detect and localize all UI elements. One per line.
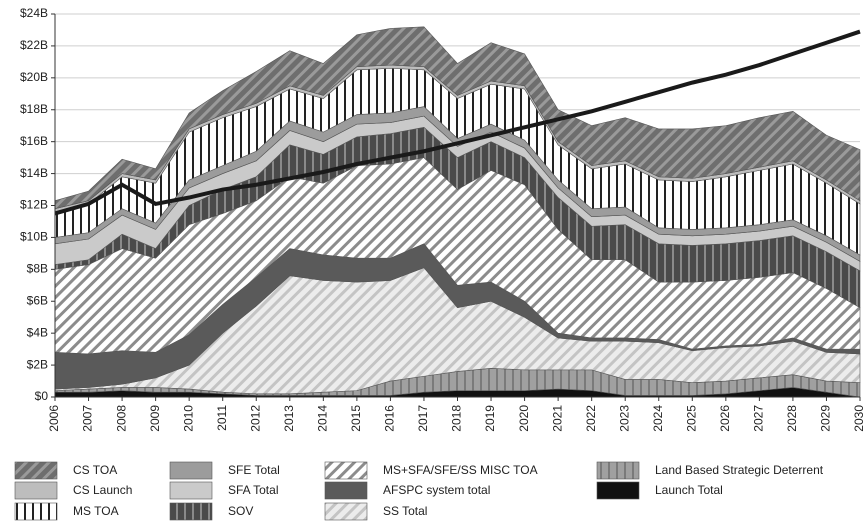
legend-swatch (14, 481, 58, 500)
area (54, 26, 861, 210)
legend-label: AFSPC system total (383, 483, 490, 497)
legend-swatch (169, 481, 213, 500)
y-tick-label: $8B (27, 262, 48, 276)
x-tick-label: 2015 (349, 405, 363, 432)
x-tick-label: 2006 (47, 405, 61, 432)
x-tick-label: 2018 (450, 405, 464, 432)
legend-label: CS TOA (73, 463, 117, 477)
legend-label: SFA Total (228, 483, 278, 497)
y-tick-label: $6B (27, 293, 48, 307)
legend-label: SS Total (383, 504, 427, 518)
y-tick-label: $2B (27, 357, 48, 371)
x-tick-label: 2017 (416, 405, 430, 432)
x-tick-label: 2025 (684, 405, 698, 432)
y-tick-label: $10B (20, 230, 48, 244)
x-tick-label: 2028 (785, 405, 799, 432)
y-tick-label: $0 (35, 389, 49, 403)
x-tick-label: 2024 (651, 405, 665, 432)
x-tick-label: 2013 (282, 405, 296, 432)
x-tick-label: 2007 (81, 405, 95, 432)
legend-swatch (596, 481, 640, 500)
legend-label: SFE Total (228, 463, 280, 477)
y-tick-label: $24B (20, 6, 48, 20)
x-tick-label: 2014 (316, 405, 330, 432)
legend-swatch (14, 461, 58, 480)
y-tick-label: $18B (20, 102, 48, 116)
legend-label: Land Based Strategic Deterrent (655, 463, 824, 477)
legend-label: CS Launch (73, 483, 132, 497)
x-tick-label: 2021 (550, 405, 564, 432)
line (54, 29, 861, 216)
x-tick-label: 2030 (852, 405, 866, 432)
legend-swatch (169, 461, 213, 480)
x-tick-label: 2019 (483, 405, 497, 432)
y-tick-label: $12B (20, 198, 48, 212)
x-tick-label: 2009 (148, 405, 162, 432)
y-tick-label: $20B (20, 70, 48, 84)
legend-label: MS TOA (73, 504, 119, 518)
x-tick-label: 2027 (752, 405, 766, 432)
x-tick-label: 2020 (517, 405, 531, 432)
x-tick-label: 2022 (584, 405, 598, 432)
legend-label: SOV (228, 504, 253, 518)
legend-swatch (14, 502, 58, 521)
x-tick-label: 2029 (819, 405, 833, 432)
x-tick-label: 2016 (383, 405, 397, 432)
x-tick-label: 2026 (718, 405, 732, 432)
legend-swatch (169, 502, 213, 521)
y-tick-label: $4B (27, 325, 48, 339)
x-tick-label: 2008 (114, 405, 128, 432)
legend-swatch (324, 481, 368, 500)
x-tick-label: 2023 (617, 405, 631, 432)
x-tick-label: 2012 (248, 405, 262, 432)
legend-swatch (324, 461, 368, 480)
x-tick-label: 2011 (215, 405, 229, 431)
y-tick-label: $14B (20, 166, 48, 180)
y-tick-label: $22B (20, 38, 48, 52)
legend-label: Launch Total (655, 483, 723, 497)
legend-swatch (324, 502, 368, 521)
legend-label: MS+SFA/SFE/SS MISC TOA (383, 463, 538, 477)
y-tick-label: $16B (20, 134, 48, 148)
legend-swatch (596, 461, 640, 480)
x-tick-label: 2010 (181, 405, 195, 432)
